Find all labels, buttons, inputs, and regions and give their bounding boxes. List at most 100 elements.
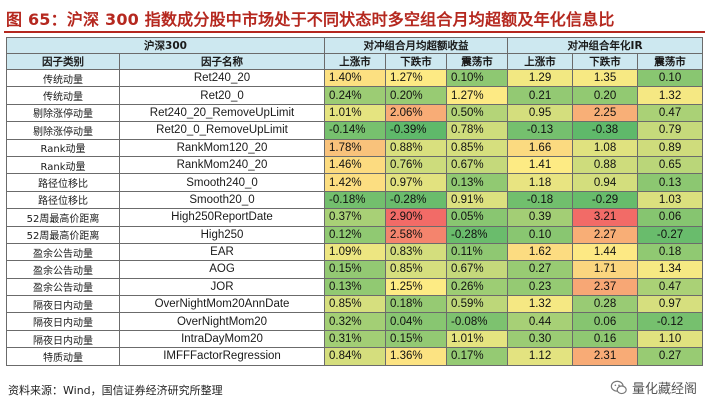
cell-ir: 2.31 <box>572 347 639 366</box>
header-row-columns: 因子类别 因子名称 上涨市 下跌市 震荡市 上涨市 下跌市 震荡市 <box>6 53 704 70</box>
cell-excess-return: 0.67% <box>446 260 509 279</box>
cell-excess-return: 2.90% <box>385 208 448 227</box>
cell-ir: 0.13 <box>637 173 704 192</box>
cell-ir: 0.30 <box>507 329 574 349</box>
table-row: 传统动量 Ret240_20 1.40% 1.27% 0.10% 1.29 1.35 0.10 <box>6 68 704 88</box>
cell-factor-name: RankMom240_20 <box>118 155 326 175</box>
cell-ir: 0.79 <box>637 121 704 140</box>
cell-excess-return: 0.59% <box>446 295 509 314</box>
cell-ir: 0.47 <box>637 277 704 297</box>
cell-excess-return: -0.08% <box>446 312 509 331</box>
cell-excess-return: 0.31% <box>324 329 387 349</box>
cell-ir: 1.12 <box>507 347 574 366</box>
cell-category: 52周最高价距离 <box>6 225 120 244</box>
cell-ir: 1.03 <box>637 190 704 210</box>
cell-factor-name: IntraDayMom20 <box>118 329 326 349</box>
table-body: 传统动量 Ret240_20 1.40% 1.27% 0.10% 1.29 1.35 0.10… <box>6 68 704 366</box>
cell-excess-return: 0.85% <box>385 260 448 279</box>
cell-category: 隔夜日内动量 <box>6 295 120 314</box>
cell-factor-name: Smooth20_0 <box>118 190 326 210</box>
cell-ir: 0.27 <box>507 260 574 279</box>
cell-ir: -0.13 <box>507 121 574 140</box>
table-row: 路径位移比 Smooth20_0 -0.18% -0.28% 0.91% -0.18 -0.… <box>6 190 704 210</box>
header-state-up: 上涨市 <box>324 53 387 70</box>
cell-excess-return: 1.25% <box>385 277 448 297</box>
cell-category: 传统动量 <box>6 68 120 88</box>
header-return-group: 对冲组合月均超额收益 <box>324 37 509 54</box>
cell-excess-return: 0.85% <box>446 138 509 157</box>
cell-ir: 0.06 <box>572 312 639 331</box>
table-row: 52周最高价距离 High250 0.12% 2.58% -0.28% 0.10 2.27-… <box>6 225 704 244</box>
cell-ir: 0.27 <box>637 347 704 366</box>
cell-excess-return: 0.67% <box>446 155 509 175</box>
cell-category: 52周最高价距离 <box>6 208 120 227</box>
wechat-icon <box>610 380 627 394</box>
table-row: Rank动量 RankMom240_20 1.46% 0.76% 0.67% 1.41 0.… <box>6 155 704 175</box>
cell-excess-return: 1.27% <box>385 68 448 88</box>
cell-excess-return: 0.37% <box>324 208 387 227</box>
cell-ir: 1.41 <box>507 155 574 175</box>
header-ir-group: 对冲组合年化IR <box>507 37 704 54</box>
cell-ir: 1.34 <box>637 260 704 279</box>
cell-excess-return: 2.06% <box>385 103 448 123</box>
cell-ir: 1.71 <box>572 260 639 279</box>
cell-excess-return: 0.24% <box>324 86 387 105</box>
cell-ir: 0.65 <box>637 155 704 175</box>
cell-category: 路径位移比 <box>6 190 120 210</box>
cell-category: 剔除涨停动量 <box>6 121 120 140</box>
cell-ir: 0.95 <box>507 103 574 123</box>
cell-excess-return: -0.18% <box>324 190 387 210</box>
cell-ir: 0.39 <box>507 208 574 227</box>
cell-ir: 2.25 <box>572 103 639 123</box>
cell-excess-return: 1.27% <box>446 86 509 105</box>
cell-category: 路径位移比 <box>6 173 120 192</box>
cell-ir: 0.18 <box>637 242 704 262</box>
cell-excess-return: 0.12% <box>324 225 387 244</box>
cell-excess-return: 0.15% <box>324 260 387 279</box>
table-row: 剔除涨停动量 Ret240_20_RemoveUpLimit 1.01% 2.06% 0… <box>6 103 704 123</box>
cell-ir: 3.21 <box>572 208 639 227</box>
header-category: 因子类别 <box>6 53 120 70</box>
cell-factor-name: AOG <box>118 260 326 279</box>
cell-excess-return: -0.28% <box>446 225 509 244</box>
cell-ir: 1.62 <box>507 242 574 262</box>
cell-ir: 1.66 <box>507 138 574 157</box>
cell-excess-return: -0.39% <box>385 121 448 140</box>
cell-ir: 1.44 <box>572 242 639 262</box>
cell-factor-name: Ret20_0_RemoveUpLimit <box>118 121 326 140</box>
cell-excess-return: 1.78% <box>324 138 387 157</box>
cell-excess-return: 0.18% <box>385 295 448 314</box>
cell-excess-return: 0.50% <box>446 103 509 123</box>
table-row: 剔除涨停动量 Ret20_0_RemoveUpLimit -0.14% -0.39% 0… <box>6 121 704 140</box>
cell-ir: -0.38 <box>572 121 639 140</box>
table-row: 隔夜日内动量 OverNightMom20 0.32% 0.04% -0.08% 0.44… <box>6 312 704 331</box>
cell-ir: 1.35 <box>572 68 639 88</box>
cell-excess-return: 1.42% <box>324 173 387 192</box>
cell-excess-return: 0.91% <box>446 190 509 210</box>
cell-excess-return: 0.32% <box>324 312 387 331</box>
cell-ir: 0.88 <box>572 155 639 175</box>
cell-category: 传统动量 <box>6 86 120 105</box>
data-table: 沪深300 对冲组合月均超额收益 对冲组合年化IR 因子类别 因子名称 上涨市 … <box>5 37 704 366</box>
cell-category: 隔夜日内动量 <box>6 312 120 331</box>
cell-category: 特质动量 <box>6 347 120 366</box>
cell-excess-return: 1.40% <box>324 68 387 88</box>
cell-excess-return: 0.84% <box>324 347 387 366</box>
table-row: 盈余公告动量 JOR 0.13% 1.25% 0.26% 0.23 2.37 0.47 <box>6 277 704 297</box>
cell-ir: 2.37 <box>572 277 639 297</box>
cell-excess-return: 2.58% <box>385 225 448 244</box>
cell-factor-name: OverNightMom20 <box>118 312 326 331</box>
cell-ir: 0.94 <box>572 173 639 192</box>
cell-excess-return: 0.11% <box>446 242 509 262</box>
cell-factor-name: Ret240_20 <box>118 68 326 88</box>
cell-category: Rank动量 <box>6 155 120 175</box>
watermark-text: 量化藏经阁 <box>631 382 697 397</box>
cell-factor-name: High250ReportDate <box>118 208 326 227</box>
cell-excess-return: 0.13% <box>446 173 509 192</box>
cell-ir: 2.27 <box>572 225 639 244</box>
table-row: 隔夜日内动量 OverNightMom20AnnDate 0.85% 0.18% 0.5… <box>6 295 704 314</box>
table-row: 隔夜日内动量 IntraDayMom20 0.31% 0.15% 1.01% 0.30 0.… <box>6 329 704 349</box>
cell-excess-return: 0.05% <box>446 208 509 227</box>
cell-ir: 0.21 <box>507 86 574 105</box>
cell-excess-return: -0.28% <box>385 190 448 210</box>
